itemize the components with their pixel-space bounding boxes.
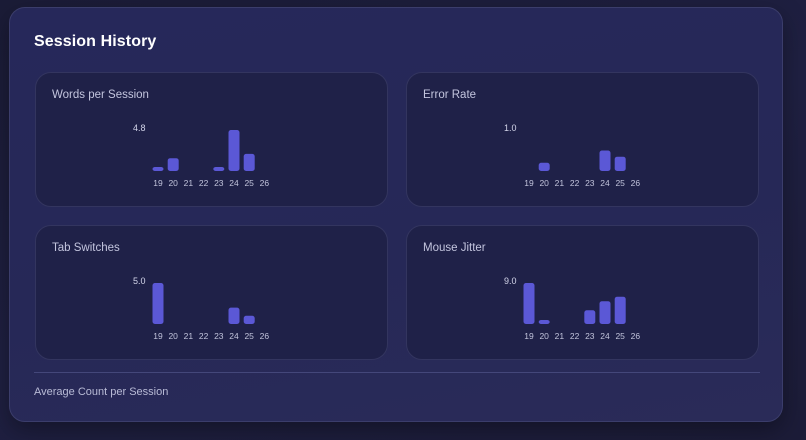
x-tick-label: 26 [631,331,641,341]
x-tick-label: 21 [184,178,194,188]
bar-24 [228,130,240,171]
x-tick-label: 24 [600,331,610,341]
bar-24 [599,301,611,324]
x-tick-label: 21 [555,331,565,341]
y-max-label: 9.0 [504,276,517,286]
x-tick-label: 22 [570,331,580,341]
chart-title: Tab Switches [52,242,120,254]
bar-25 [614,156,626,171]
bar-20 [538,162,550,171]
bar-25 [243,315,255,324]
bar-19 [523,283,535,324]
bar-25 [243,153,255,171]
x-tick-label: 25 [615,178,625,188]
x-tick-label: 19 [153,178,163,188]
x-tick-label: 22 [199,331,209,341]
x-tick-label: 20 [168,331,178,341]
bar-24 [599,150,611,171]
x-tick-label: 25 [244,331,254,341]
chart-card-words-per-session: Words per Session 4.8 19 20 21 22 23 24 25 26 [35,72,388,207]
chart-card-tab-switches: Tab Switches 5.0 19 20 21 22 23 24 25 26 [35,225,388,360]
x-tick-label: 19 [524,331,534,341]
bar-23 [213,167,225,171]
bar-25 [614,296,626,324]
y-max-label: 4.8 [133,123,146,133]
x-tick-label: 20 [539,178,549,188]
footer-caption: Average Count per Session [34,386,169,398]
x-tick-label: 19 [153,331,163,341]
chart-card-error-rate: Error Rate 1.0 19 20 21 22 23 24 25 26 [406,72,759,207]
bar-20 [167,158,179,171]
x-tick-label: 22 [570,178,580,188]
x-tick-label: 20 [168,178,178,188]
x-tick-label: 24 [229,178,239,188]
session-history-panel: Session History Words per Session 4.8 19 2… [9,7,783,422]
x-tick-label: 23 [214,331,224,341]
chart-title: Words per Session [52,89,149,101]
bar-20 [538,320,550,324]
mouse-jitter-chart: 9.0 19 20 21 22 23 24 25 26 [504,276,641,341]
error-rate-chart: 1.0 19 20 21 22 23 24 25 26 [504,123,641,188]
chart-card-mouse-jitter: Mouse Jitter 9.0 19 20 21 22 23 24 25 26 [406,225,759,360]
x-tick-label: 25 [615,331,625,341]
bar-23 [584,310,596,324]
x-tick-label: 26 [260,331,270,341]
chart-title: Mouse Jitter [423,242,486,254]
x-tick-label: 22 [199,178,209,188]
chart-title: Error Rate [423,89,477,101]
x-tick-label: 24 [229,331,239,341]
y-max-label: 1.0 [504,123,517,133]
bar-19 [152,167,164,171]
x-tick-label: 23 [214,178,224,188]
x-tick-label: 19 [524,178,534,188]
y-max-label: 5.0 [133,276,146,286]
bar-24 [228,307,240,324]
panel-title: Session History [34,33,157,50]
x-tick-label: 26 [631,178,641,188]
tab-switches-chart: 5.0 19 20 21 22 23 24 25 26 [133,276,270,341]
words-per-session-chart: 4.8 19 20 21 22 23 24 25 26 [133,123,270,188]
x-tick-label: 23 [585,331,595,341]
x-tick-label: 25 [244,178,254,188]
x-tick-label: 23 [585,178,595,188]
x-tick-label: 20 [539,331,549,341]
bar-19 [152,283,164,324]
x-tick-label: 21 [555,178,565,188]
divider [34,372,760,373]
x-tick-label: 24 [600,178,610,188]
x-tick-label: 21 [184,331,194,341]
x-tick-label: 26 [260,178,270,188]
